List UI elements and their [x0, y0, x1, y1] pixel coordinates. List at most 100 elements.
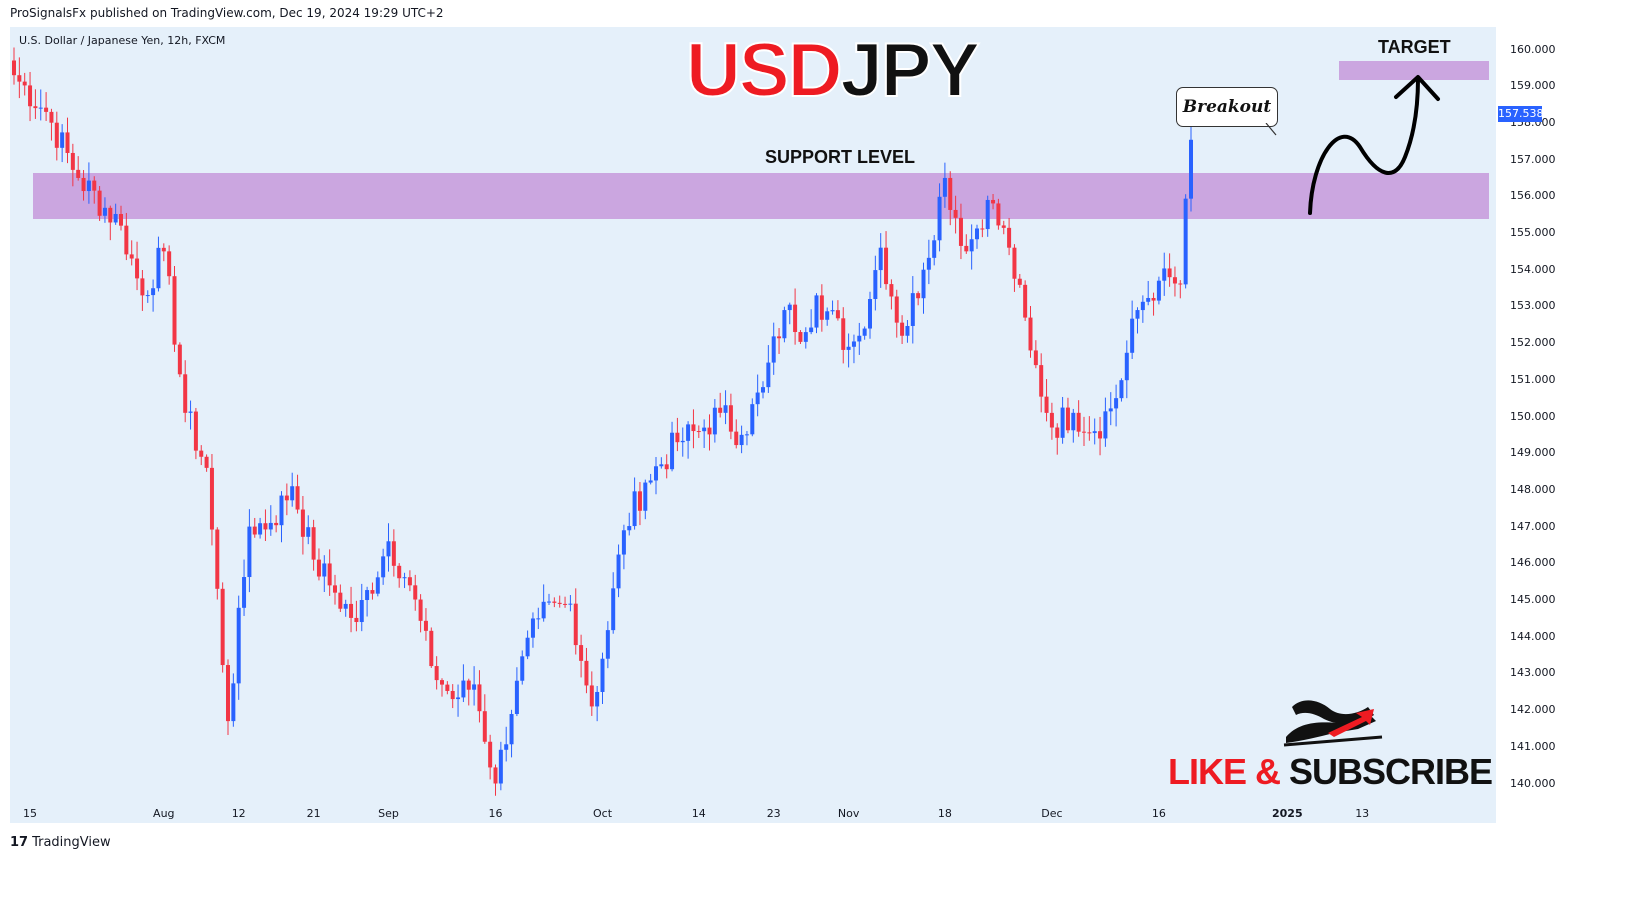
candle-down	[584, 647, 589, 694]
title-jpy: JPY	[839, 28, 981, 113]
candle-up	[632, 477, 637, 530]
price-tick: 156.000	[1510, 189, 1556, 203]
candle-down	[1044, 379, 1049, 422]
candle-down	[445, 681, 450, 695]
candle-down	[81, 170, 86, 201]
last-price-tag: 157.538	[1498, 106, 1544, 122]
time-tick: 14	[691, 807, 706, 820]
candle-down	[493, 764, 498, 796]
candle-up	[322, 555, 327, 592]
candle-down	[718, 392, 723, 418]
candle-up	[60, 124, 65, 163]
candle-down	[423, 608, 428, 641]
candle-up	[659, 457, 664, 469]
price-tick: 151.000	[1510, 372, 1556, 386]
candle-down	[579, 634, 584, 678]
candle-down	[1055, 423, 1060, 455]
price-tick: 142.000	[1510, 703, 1556, 717]
candle-down	[17, 57, 22, 99]
candle-down	[916, 291, 921, 306]
price-tick: 150.000	[1510, 409, 1556, 423]
time-tick: 18	[937, 807, 952, 820]
candle-down	[129, 240, 134, 266]
candle-down	[167, 245, 172, 285]
chart-plot-area[interactable]: U.S. Dollar / Japanese Yen, 12h, FXCM SU…	[10, 27, 1496, 823]
time-tick: Nov	[837, 807, 860, 820]
candle-up	[156, 236, 161, 292]
candle-down	[980, 219, 985, 238]
candle-up	[851, 334, 856, 364]
like-text: LIKE &	[1168, 751, 1281, 792]
candle-down	[884, 231, 889, 290]
candle-down	[300, 495, 305, 555]
candle-up	[621, 524, 626, 570]
time-tick: 16	[488, 807, 503, 820]
candle-down	[1017, 273, 1022, 288]
candle-down	[841, 307, 846, 364]
candle-down	[1049, 402, 1054, 440]
price-axis[interactable]	[1496, 27, 1643, 823]
candle-up	[1060, 396, 1065, 444]
candle-down	[183, 360, 188, 423]
candle-down	[1178, 280, 1183, 299]
candle-down	[440, 678, 444, 697]
footer-brand: TradingView	[32, 835, 111, 850]
candle-down	[707, 414, 712, 451]
candle-down	[172, 265, 177, 352]
price-tick: 153.000	[1510, 299, 1556, 313]
tradingview-logo-icon: 17	[10, 835, 29, 850]
candle-up	[1103, 397, 1108, 447]
candle-down	[140, 270, 145, 311]
candle-down	[333, 574, 337, 605]
candle-up	[750, 398, 755, 437]
candle-up	[787, 302, 792, 325]
candle-down	[1001, 220, 1006, 235]
candle-up	[1108, 392, 1113, 426]
candle-down	[466, 678, 471, 706]
candle-down	[1082, 416, 1086, 446]
symbol-label: U.S. Dollar / Japanese Yen, 12h, FXCM	[19, 34, 226, 47]
candle-up	[359, 583, 364, 632]
price-tick: 148.000	[1510, 482, 1556, 496]
candle-up	[375, 571, 380, 597]
candle-up	[547, 593, 551, 605]
candle-up	[86, 162, 91, 204]
candle-down	[220, 582, 225, 673]
candle-down	[953, 195, 958, 234]
candle-up	[1189, 124, 1193, 212]
candle-up	[525, 630, 530, 660]
candle-down	[996, 198, 1001, 230]
price-tick: 157.000	[1510, 152, 1556, 166]
candle-up	[857, 322, 862, 355]
candle-up	[627, 512, 632, 536]
time-tick: Aug	[153, 807, 175, 820]
candle-down	[434, 656, 439, 690]
time-tick: Sep	[378, 807, 399, 820]
published-header: ProSignalsFx published on TradingView.co…	[10, 6, 444, 20]
candle-up	[600, 652, 605, 704]
candle-up	[1124, 340, 1129, 399]
candle-up	[771, 322, 776, 375]
candle-down	[49, 108, 54, 141]
breakout-pointer	[1265, 123, 1277, 136]
candle-up	[739, 425, 744, 454]
candle-down	[135, 241, 140, 291]
candle-up	[279, 491, 284, 543]
candle-down	[488, 734, 493, 780]
candle-down	[397, 563, 402, 588]
candle-down	[226, 659, 230, 736]
bull-logo-icon	[1283, 700, 1383, 747]
candlestick-series	[12, 47, 1193, 796]
candle-up	[868, 291, 872, 339]
candle-down	[274, 515, 279, 533]
candle-up	[504, 726, 509, 762]
candle-down	[889, 279, 894, 310]
candle-down	[97, 186, 102, 221]
candle-down	[675, 417, 680, 452]
time-tick: 2025	[1271, 807, 1303, 820]
candle-up	[145, 290, 150, 303]
candle-down	[407, 570, 412, 592]
candle-down	[161, 243, 166, 262]
candle-up	[242, 559, 247, 616]
candle-down	[1151, 292, 1156, 316]
